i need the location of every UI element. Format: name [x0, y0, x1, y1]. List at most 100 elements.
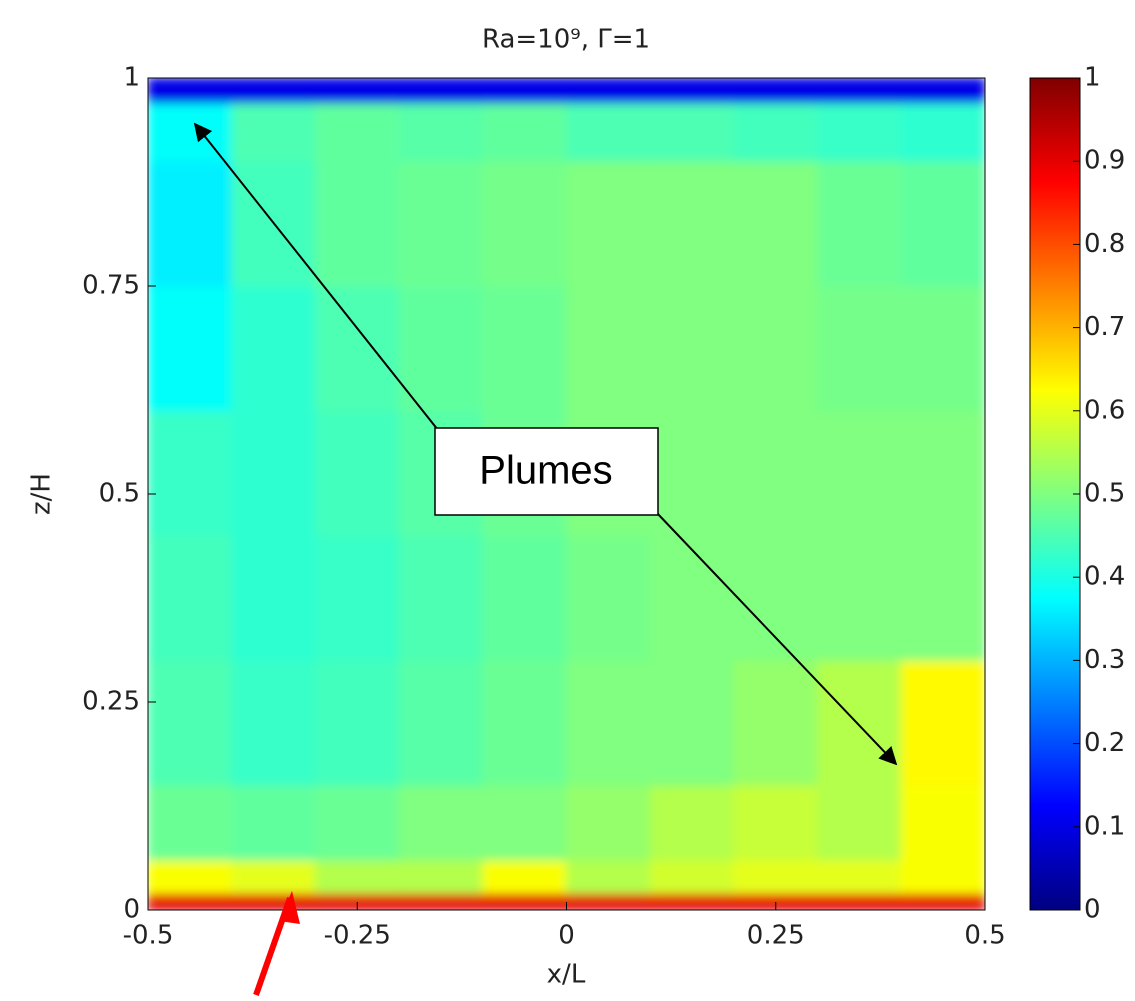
cell [231, 410, 316, 537]
cell [566, 659, 651, 786]
cell [566, 784, 651, 861]
cell [817, 892, 902, 910]
cell [398, 160, 484, 287]
cell [148, 659, 233, 786]
cell [817, 285, 902, 412]
cell [817, 535, 902, 661]
cell [566, 102, 651, 162]
colorbar: 0 0.1 0.2 0.3 0.4 0.5 0.6 0.7 0.8 0.9 1 [1029, 63, 1125, 925]
cell [900, 102, 985, 162]
cell [314, 102, 400, 162]
cell [314, 160, 400, 287]
colorbar-fill [1029, 77, 1081, 911]
cell [733, 160, 819, 287]
cell [398, 535, 484, 661]
cell [148, 160, 233, 287]
cell [817, 102, 902, 162]
annotation-box [434, 427, 659, 516]
cell [482, 859, 567, 894]
cell [649, 535, 735, 661]
cell [566, 78, 651, 104]
cell [148, 78, 233, 104]
cell [649, 859, 735, 894]
cell [566, 285, 651, 412]
cell [733, 78, 819, 104]
colorbar-tick-label: 0 [1084, 895, 1101, 925]
colorbar-tick-label: 0.6 [1084, 395, 1125, 425]
cell [733, 784, 819, 861]
y-tick-label: 0.5 [99, 479, 140, 509]
cell [649, 102, 735, 162]
cell [314, 784, 400, 861]
cell [398, 859, 484, 894]
cell [733, 285, 819, 412]
cell [148, 410, 233, 537]
colorbar-tick-label: 0.2 [1084, 728, 1125, 758]
cell [900, 892, 985, 910]
cell [231, 659, 316, 786]
colorbar-tick-label: 0.5 [1084, 479, 1125, 509]
x-tick-label: -0.5 [123, 921, 174, 951]
cell [817, 659, 902, 786]
cell [482, 535, 567, 661]
cell [817, 410, 902, 537]
y-tick-label: 0 [123, 895, 140, 925]
cell [148, 102, 233, 162]
cell [314, 892, 400, 910]
cell [900, 659, 985, 786]
colorbar-tick-label: 0.3 [1084, 645, 1125, 675]
cell [231, 78, 316, 104]
x-tick-label: 0 [558, 921, 575, 951]
cell [733, 659, 819, 786]
cell [482, 160, 567, 287]
cell [482, 892, 567, 910]
cell [733, 410, 819, 537]
arrow [193, 122, 439, 431]
cell [398, 784, 484, 861]
arrow [655, 511, 898, 766]
y-axis-label: z/H [27, 473, 57, 515]
cell [566, 160, 651, 287]
cell [148, 784, 233, 861]
colorbar-tick-label: 1 [1084, 63, 1101, 93]
cell [482, 659, 567, 786]
cell [231, 535, 316, 661]
cell [900, 285, 985, 412]
x-tick-label: 0.5 [964, 921, 1005, 951]
red-arrow-head [279, 891, 300, 924]
colorbar-tick-label: 0.4 [1084, 562, 1125, 592]
cell [482, 285, 567, 412]
cell [900, 784, 985, 861]
cell [733, 535, 819, 661]
cell [314, 535, 400, 661]
x-tick-label: 0.25 [747, 921, 805, 951]
cell [649, 160, 735, 287]
cell [482, 784, 567, 861]
cell [817, 784, 902, 861]
colorbar-tick-label: 0.7 [1084, 312, 1125, 342]
chart-title: Ra=10⁹, Γ=1 [482, 25, 650, 55]
cell [314, 410, 400, 537]
cell [900, 78, 985, 104]
cell [482, 102, 567, 162]
cell [733, 859, 819, 894]
cell [817, 78, 902, 104]
colorbar-tick-label: 0.1 [1084, 811, 1125, 841]
cell [900, 535, 985, 661]
cell [398, 892, 484, 910]
x-axis-label: x/L [547, 960, 586, 990]
colorbar-tick-label: 0.9 [1084, 146, 1125, 176]
cell [148, 535, 233, 661]
y-tick-label: 1 [123, 63, 140, 93]
cell [566, 859, 651, 894]
cell [314, 859, 400, 894]
cell [566, 892, 651, 910]
cell [649, 784, 735, 861]
cell [482, 78, 567, 104]
cell [314, 659, 400, 786]
y-tick-label: 0.75 [82, 271, 140, 301]
cell [314, 285, 400, 412]
cell [649, 78, 735, 104]
cell [231, 784, 316, 861]
